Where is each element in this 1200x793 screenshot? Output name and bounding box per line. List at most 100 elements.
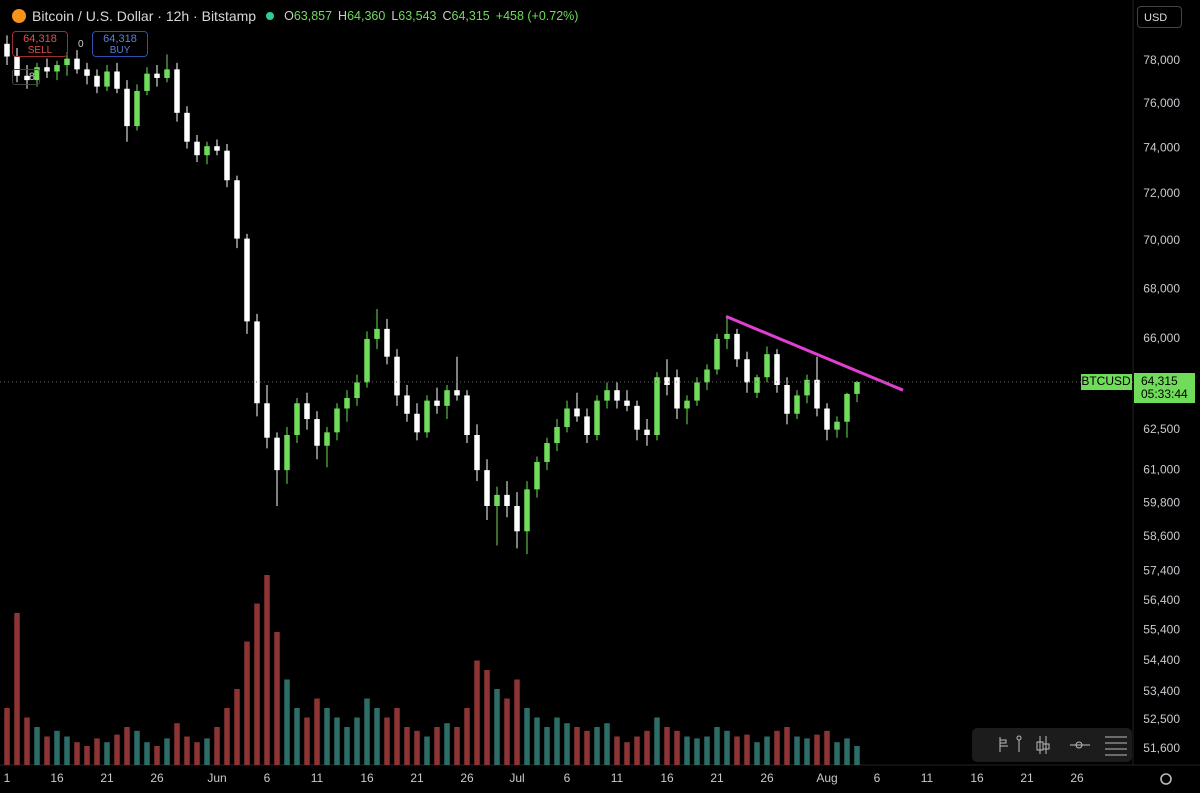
- candle-body: [504, 494, 510, 506]
- volume-bar: [4, 708, 10, 765]
- candle-body: [44, 67, 50, 72]
- x-tick-label: 26: [1070, 771, 1084, 785]
- volume-bar: [704, 736, 710, 765]
- candle-body: [474, 435, 480, 471]
- volume-bar: [84, 746, 90, 765]
- indicator-count: 8: [28, 71, 35, 83]
- x-tick-label: 16: [50, 771, 64, 785]
- candle-body: [194, 141, 200, 156]
- y-tick-label: 59,800: [1143, 495, 1180, 509]
- volume-bar: [264, 575, 270, 765]
- volume-bar: [404, 727, 410, 765]
- volume-bar: [44, 736, 50, 765]
- ohlc: O63,857 H64,360 L63,543 C64,315: [284, 9, 490, 23]
- volume-bar: [224, 708, 230, 765]
- volume-bar: [344, 727, 350, 765]
- y-tick-label: 66,000: [1143, 331, 1180, 345]
- toolbar: [972, 728, 1132, 762]
- volume-bar: [234, 689, 240, 765]
- y-tick-label: 68,000: [1143, 281, 1180, 295]
- candle-body: [764, 354, 770, 378]
- ohlc-value: 64,315: [451, 9, 490, 23]
- candle-body: [544, 443, 550, 462]
- x-tick-label: 26: [460, 771, 474, 785]
- volume-bar: [354, 717, 360, 765]
- x-tick-label: 26: [760, 771, 774, 785]
- candle-body: [384, 328, 390, 357]
- volume-bar: [634, 736, 640, 765]
- volume-bar: [254, 603, 260, 765]
- volume-bar: [134, 730, 140, 765]
- x-tick-label: 6: [564, 771, 571, 785]
- price-label: 64,315: [1141, 374, 1178, 388]
- tool-icon[interactable]: [1105, 736, 1127, 756]
- candle-body: [854, 382, 860, 394]
- candle-body: [744, 359, 750, 383]
- candle-body: [614, 390, 620, 401]
- candle-body: [304, 403, 310, 420]
- ohlc-item: C64,315: [443, 9, 490, 23]
- tool-icon[interactable]: [1036, 736, 1050, 754]
- candle-body: [674, 377, 680, 409]
- status-dot: [266, 12, 275, 20]
- volume-bar: [364, 698, 370, 765]
- volume-bar: [374, 708, 380, 765]
- volume-bar: [154, 746, 160, 765]
- currency-select[interactable]: USD: [1137, 6, 1182, 28]
- volume-bar: [274, 632, 280, 765]
- candle-body: [604, 390, 610, 401]
- candle-body: [374, 328, 380, 339]
- candle-body: [294, 403, 300, 436]
- y-tick-label: 72,000: [1143, 186, 1180, 200]
- x-tick-label: 6: [264, 771, 271, 785]
- candle-body: [754, 377, 760, 393]
- volume-bar: [574, 727, 580, 765]
- volume-bar: [124, 727, 130, 765]
- x-tick-label: Jul: [509, 771, 524, 785]
- y-tick-label: 51,600: [1143, 741, 1180, 755]
- candle-body: [704, 369, 710, 383]
- candle-body: [454, 390, 460, 396]
- symbol-tag: [1081, 374, 1132, 391]
- candle-body: [624, 400, 630, 406]
- header: Bitcoin / U.S. Dollar · 12h · Bitstamp O…: [12, 8, 578, 24]
- candle-body: [244, 238, 250, 322]
- volume-bar: [804, 738, 810, 765]
- y-tick-label: 74,000: [1143, 141, 1180, 155]
- candle-body: [254, 321, 260, 404]
- sell-label: SELL: [27, 45, 53, 56]
- candle-body: [584, 416, 590, 436]
- candle-body: [204, 146, 210, 156]
- candle-body: [334, 408, 340, 433]
- y-tick-label: 56,400: [1143, 593, 1180, 607]
- volume-bar: [64, 736, 70, 765]
- indicator-toggle[interactable]: 8: [12, 69, 40, 85]
- volume-bar: [304, 717, 310, 765]
- x-tick-label: Aug: [816, 771, 837, 785]
- tool-icon[interactable]: [999, 737, 1008, 752]
- sell-button[interactable]: 64,318 SELL: [12, 31, 68, 57]
- settings-icon[interactable]: [1160, 773, 1172, 785]
- candle-body: [154, 73, 160, 78]
- tool-icon[interactable]: [1070, 741, 1090, 749]
- buy-button[interactable]: 64,318 BUY: [92, 31, 148, 57]
- y-tick-label: 58,600: [1143, 529, 1180, 543]
- volume-bar: [644, 730, 650, 765]
- candle-body: [824, 408, 830, 430]
- volume-bar: [774, 730, 780, 765]
- ohlc-item: H64,360: [338, 9, 385, 23]
- candle-body: [344, 398, 350, 409]
- ohlc-key: C: [442, 9, 452, 23]
- candle-body: [34, 67, 40, 81]
- candle-body: [434, 400, 440, 406]
- tool-icon[interactable]: [1016, 735, 1022, 752]
- candle-body: [24, 75, 30, 81]
- y-tick-label: 57,400: [1143, 564, 1180, 578]
- volume-bar: [684, 736, 690, 765]
- volume-bar: [814, 734, 820, 765]
- volume-bar: [834, 742, 840, 765]
- volume-bar: [74, 742, 80, 765]
- volume-bar: [604, 723, 610, 765]
- candle-body: [284, 435, 290, 471]
- candle-body: [354, 382, 360, 399]
